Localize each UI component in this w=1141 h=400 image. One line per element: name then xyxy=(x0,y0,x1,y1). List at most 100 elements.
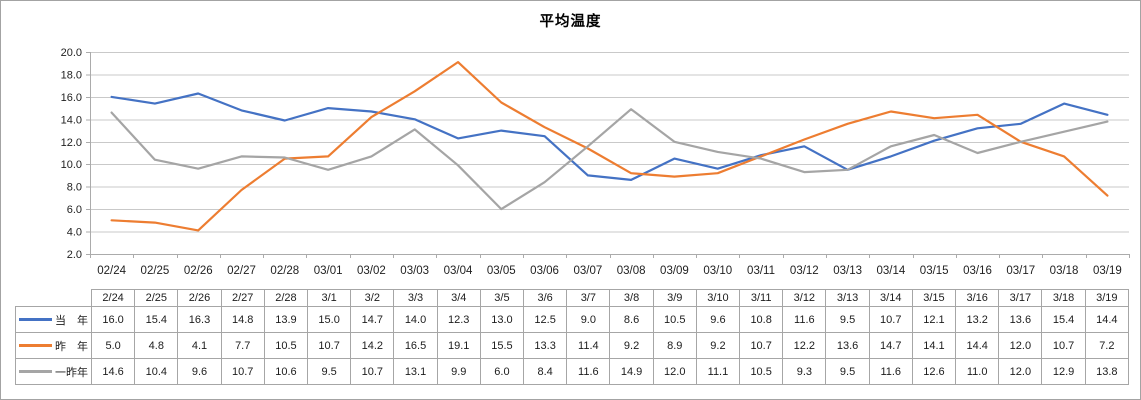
value-cell: 10.4 xyxy=(134,358,179,385)
x-axis-label: 03/09 xyxy=(660,265,689,277)
value-cell: 10.6 xyxy=(263,358,309,385)
value-cell: 16.5 xyxy=(393,332,438,359)
series-line-昨年[interactable] xyxy=(110,60,1109,232)
legend-line-swatch-icon xyxy=(19,370,52,373)
x-axis-label: 03/05 xyxy=(487,265,516,277)
y-axis-label: 16.0 xyxy=(61,92,82,104)
x-axis-label: 03/13 xyxy=(833,265,862,277)
value-cell: 9.2 xyxy=(695,332,741,359)
value-cell: 11.6 xyxy=(566,358,611,385)
value-cell: 12.0 xyxy=(652,358,697,385)
value-cell: 10.7 xyxy=(1041,332,1086,359)
value-cell: 15.4 xyxy=(134,306,179,333)
value-cell: 16.0 xyxy=(90,306,136,333)
value-cell: 10.7 xyxy=(350,358,395,385)
chart-title: 平均温度 xyxy=(539,14,602,30)
x-axis-label: 03/04 xyxy=(444,265,473,277)
value-cell: 10.8 xyxy=(739,306,784,333)
x-axis-label: 03/19 xyxy=(1093,265,1122,277)
value-cell: 12.3 xyxy=(436,306,481,333)
y-axis-label: 10.0 xyxy=(61,159,82,171)
value-cell: 6.0 xyxy=(479,358,525,385)
x-axis-label: 02/27 xyxy=(227,265,256,277)
y-axis-label: 12.0 xyxy=(61,137,82,149)
date-header-cell: 3/13 xyxy=(825,289,870,307)
date-header-cell: 3/3 xyxy=(393,289,438,307)
x-axis-label: 03/03 xyxy=(400,265,429,277)
x-axis-label: 03/01 xyxy=(314,265,343,277)
x-axis-label: 03/12 xyxy=(790,265,819,277)
table-row: 一昨年 14.6 10.4 9.6 10.7 10.6 9.5 10.7 13.1 9.9 6.0 8… xyxy=(15,358,1130,385)
x-axis-label: 02/24 xyxy=(97,265,126,277)
value-cell: 11.4 xyxy=(566,332,611,359)
value-cell: 9.6 xyxy=(177,358,222,385)
date-header-cell: 3/17 xyxy=(998,289,1043,307)
value-cell: 14.0 xyxy=(393,306,438,333)
value-cell: 9.2 xyxy=(609,332,654,359)
x-axis-label: 03/07 xyxy=(573,265,602,277)
value-cell: 14.2 xyxy=(350,332,395,359)
date-header-cell: 3/4 xyxy=(436,289,481,307)
date-header-cell: 3/14 xyxy=(868,289,913,307)
y-axis-label: 2.0 xyxy=(67,249,82,261)
date-header-cell: 2/26 xyxy=(177,289,222,307)
value-cell: 9.3 xyxy=(782,358,827,385)
value-cell: 12.2 xyxy=(782,332,827,359)
x-axis-label: 03/10 xyxy=(703,265,732,277)
value-cell: 12.0 xyxy=(998,332,1043,359)
value-cell: 4.1 xyxy=(177,332,222,359)
y-axis-label: 20.0 xyxy=(61,47,82,59)
x-axis-label: 03/14 xyxy=(877,265,906,277)
value-cell: 14.4 xyxy=(955,332,1000,359)
x-axis-label: 03/16 xyxy=(963,265,992,277)
value-cell: 14.7 xyxy=(350,306,395,333)
value-cell: 10.5 xyxy=(652,306,697,333)
table-row: 昨 年 5.0 4.8 4.1 7.7 10.5 10.7 14.2 16.5 19.1 15.5 1… xyxy=(15,332,1130,359)
x-axis-label: 03/15 xyxy=(920,265,949,277)
date-header-cell: 3/9 xyxy=(652,289,697,307)
line-chart-plot[interactable]: 2.0 4.0 6.0 8.0 10.0 12.0 14.0 16.0 18.0 20.0 02/2… xyxy=(1,1,1141,286)
value-cell: 9.6 xyxy=(695,306,741,333)
table-row: 当 年 16.0 15.4 16.3 14.8 13.9 15.0 14.7 14.0 12.3 1… xyxy=(15,306,1130,333)
date-header-cell: 3/10 xyxy=(695,289,741,307)
legend-series-label: 昨 年 xyxy=(55,340,88,353)
value-cell: 11.1 xyxy=(695,358,741,385)
value-cell: 4.8 xyxy=(134,332,179,359)
series-line-一昨年[interactable] xyxy=(110,108,1109,211)
value-cell: 12.1 xyxy=(911,306,957,333)
value-cell: 9.9 xyxy=(436,358,481,385)
value-cell: 15.5 xyxy=(479,332,525,359)
value-cell: 8.6 xyxy=(609,306,654,333)
value-cell: 13.6 xyxy=(825,332,870,359)
value-cell: 10.5 xyxy=(739,358,784,385)
y-axis-label: 18.0 xyxy=(61,69,82,81)
value-cell: 14.9 xyxy=(609,358,654,385)
date-header-cell: 3/5 xyxy=(479,289,525,307)
legend-key-cell: 当 年 xyxy=(15,306,92,333)
value-cell: 10.7 xyxy=(220,358,265,385)
y-axis-label: 6.0 xyxy=(67,204,82,216)
value-cell: 8.9 xyxy=(652,332,697,359)
date-header-cell: 3/8 xyxy=(609,289,654,307)
date-header-cell: 3/2 xyxy=(350,289,395,307)
value-cell: 12.0 xyxy=(998,358,1043,385)
x-axis-label: 02/28 xyxy=(270,265,299,277)
x-axis-label: 02/25 xyxy=(141,265,170,277)
series-line-当年[interactable] xyxy=(110,92,1109,181)
value-cell: 11.6 xyxy=(868,358,913,385)
value-cell: 10.7 xyxy=(739,332,784,359)
date-header-cell: 3/16 xyxy=(955,289,1000,307)
value-cell: 9.5 xyxy=(825,306,870,333)
legend-key-cell: 昨 年 xyxy=(15,332,92,359)
value-cell: 8.4 xyxy=(523,358,568,385)
value-cell: 13.3 xyxy=(523,332,568,359)
value-cell: 16.3 xyxy=(177,306,222,333)
x-axis-label: 02/26 xyxy=(184,265,213,277)
value-cell: 9.0 xyxy=(566,306,611,333)
date-header-cell: 3/15 xyxy=(911,289,957,307)
value-cell: 13.1 xyxy=(393,358,438,385)
value-cell: 14.8 xyxy=(220,306,265,333)
chart-data-table: 2/24 2/25 2/26 2/27 2/28 3/1 3/2 3/3 3/4 3/5 3/6 3/… xyxy=(15,289,1130,385)
value-cell: 13.6 xyxy=(998,306,1043,333)
legend-series-label: 一昨年 xyxy=(55,366,88,379)
